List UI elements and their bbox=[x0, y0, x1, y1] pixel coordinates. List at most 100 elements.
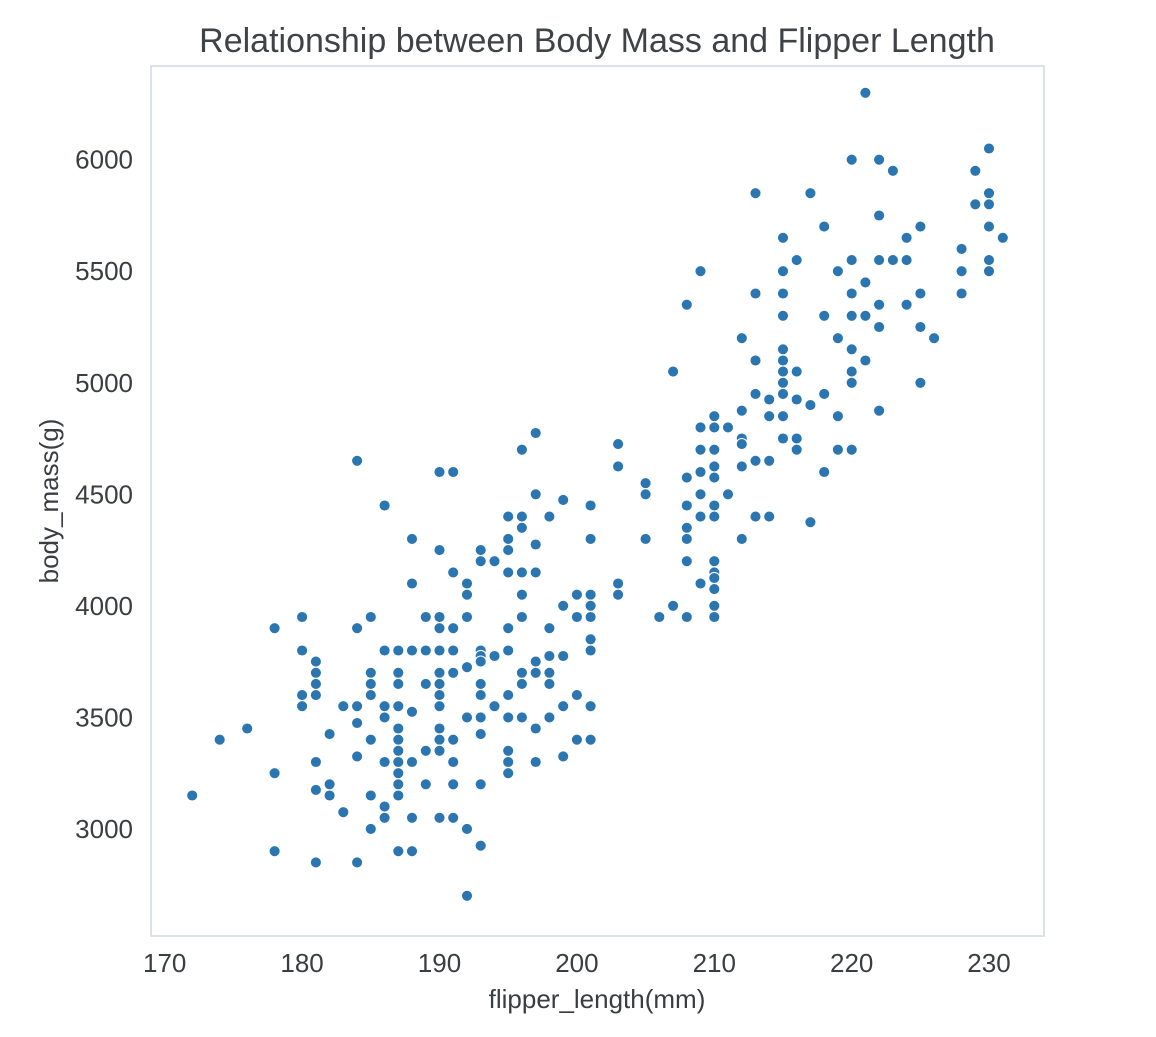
data-point bbox=[350, 622, 364, 635]
data-point bbox=[268, 767, 281, 780]
data-point bbox=[350, 454, 364, 467]
data-point bbox=[790, 253, 803, 267]
data-point bbox=[776, 410, 790, 423]
data-point bbox=[639, 477, 652, 490]
data-point bbox=[557, 700, 570, 713]
data-point bbox=[749, 287, 762, 300]
data-point bbox=[309, 783, 323, 797]
data-point bbox=[364, 666, 377, 679]
data-point bbox=[584, 610, 597, 624]
data-point bbox=[392, 744, 405, 757]
data-point bbox=[392, 778, 405, 791]
data-point bbox=[515, 711, 529, 724]
data-point bbox=[680, 471, 693, 484]
data-point bbox=[433, 610, 446, 624]
data-point bbox=[708, 610, 721, 624]
data-point bbox=[955, 265, 968, 278]
data-point bbox=[982, 253, 996, 267]
x-tick-label: 200 bbox=[555, 948, 598, 978]
data-point bbox=[419, 610, 432, 624]
data-point bbox=[694, 265, 707, 278]
data-point bbox=[790, 393, 803, 406]
data-point bbox=[392, 722, 405, 735]
data-point bbox=[405, 644, 419, 657]
data-point bbox=[378, 700, 391, 713]
data-point bbox=[364, 688, 377, 702]
y-axis-label: body_mass(g) bbox=[34, 419, 64, 584]
data-point bbox=[557, 750, 570, 763]
data-point bbox=[708, 582, 721, 596]
data-point bbox=[763, 510, 776, 523]
data-point bbox=[763, 393, 776, 406]
data-point bbox=[680, 298, 693, 311]
data-point bbox=[213, 733, 226, 746]
data-point bbox=[845, 309, 858, 322]
data-point bbox=[502, 755, 515, 769]
data-point bbox=[392, 666, 405, 679]
data-point bbox=[570, 610, 584, 624]
data-point bbox=[776, 387, 790, 401]
data-point bbox=[735, 460, 748, 473]
data-point bbox=[831, 410, 845, 423]
data-point bbox=[872, 404, 886, 417]
data-point bbox=[433, 733, 446, 746]
data-point bbox=[653, 610, 666, 624]
data-point bbox=[474, 839, 487, 852]
data-point bbox=[900, 298, 913, 311]
data-point bbox=[337, 806, 350, 819]
data-point bbox=[392, 789, 405, 802]
data-point bbox=[708, 410, 721, 423]
data-point bbox=[611, 577, 625, 590]
data-point bbox=[639, 488, 652, 501]
data-point bbox=[474, 555, 487, 568]
data-point bbox=[543, 711, 556, 724]
data-point bbox=[419, 744, 432, 757]
data-point bbox=[584, 532, 597, 546]
data-point bbox=[680, 610, 693, 624]
data-point bbox=[818, 220, 831, 233]
data-point bbox=[666, 365, 680, 378]
data-point bbox=[529, 566, 542, 579]
data-point bbox=[914, 320, 927, 334]
data-point bbox=[378, 711, 391, 724]
data-point bbox=[323, 778, 336, 791]
data-point bbox=[831, 443, 845, 456]
data-point bbox=[831, 265, 845, 278]
data-point bbox=[859, 309, 872, 322]
data-point bbox=[982, 198, 996, 211]
data-point bbox=[680, 555, 693, 568]
data-point bbox=[515, 677, 529, 691]
data-point bbox=[570, 588, 584, 601]
data-point bbox=[708, 421, 721, 434]
data-point bbox=[845, 343, 858, 356]
data-point bbox=[295, 700, 309, 713]
data-point bbox=[378, 644, 391, 657]
data-point bbox=[708, 571, 721, 585]
data-point bbox=[460, 889, 474, 902]
y-tick-label: 5500 bbox=[75, 256, 133, 286]
data-point bbox=[845, 253, 858, 267]
x-tick-label: 230 bbox=[967, 948, 1010, 978]
data-point bbox=[996, 231, 1009, 244]
data-point bbox=[515, 566, 529, 579]
data-point bbox=[982, 265, 996, 278]
data-point bbox=[295, 610, 309, 624]
data-point bbox=[680, 521, 693, 534]
data-point bbox=[364, 677, 377, 691]
data-point bbox=[447, 465, 460, 479]
data-point bbox=[405, 705, 419, 718]
data-point bbox=[708, 555, 721, 568]
data-point bbox=[502, 767, 515, 780]
data-point bbox=[570, 733, 584, 746]
y-tick-label: 3000 bbox=[75, 814, 133, 844]
data-point bbox=[735, 404, 748, 417]
data-point bbox=[708, 460, 721, 473]
data-point bbox=[350, 856, 364, 869]
data-point bbox=[447, 733, 460, 746]
data-point bbox=[502, 744, 515, 757]
data-point bbox=[364, 822, 377, 836]
data-point bbox=[694, 421, 707, 434]
data-point bbox=[447, 666, 460, 679]
data-point bbox=[845, 365, 858, 378]
x-axis-ticks: 170 180 190 200 210 220 230 bbox=[143, 948, 1011, 978]
